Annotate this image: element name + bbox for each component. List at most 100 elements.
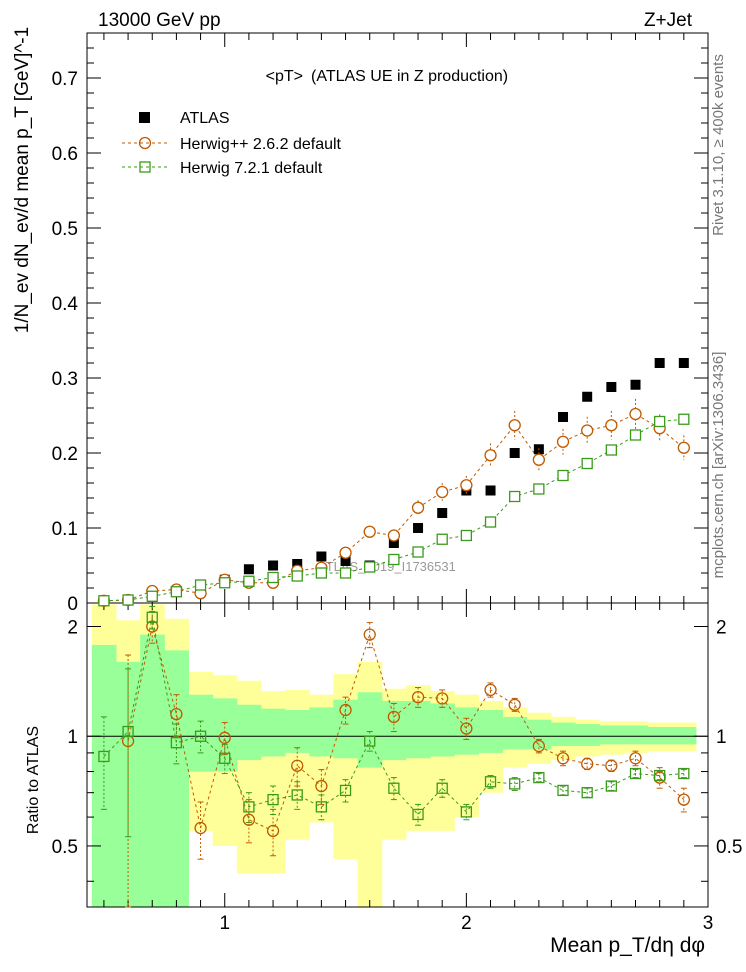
ratio-band-inner [285,710,310,753]
ratio-band-inner [140,634,165,907]
ratio-herwig7-point [146,611,158,623]
herwig7-point [654,415,666,428]
legend: ATLAS Herwig++ 2.6.2 default Herwig 7.2.… [122,110,342,177]
atlas-point [509,448,520,458]
legend-herwig7-label: Herwig 7.2.1 default [180,160,323,177]
main-y-tick-label: 0.7 [52,69,78,90]
herwig7-point [315,567,328,579]
ratio-herwigpp-point [218,731,231,744]
x-axis-label: Mean p_T/dη dφ [550,934,705,957]
ratio-herwigpp-point [387,710,401,724]
ratio-herwig7-point [388,782,400,794]
main-y-axis-label: 1/N_ev dN_ev/d mean p_T [GeV]^-1 [12,27,33,333]
ratio-y-tick-label-right: 1 [716,727,727,748]
herwig7-point [557,469,569,482]
ratio-herwig7-point [243,801,255,813]
ratio-band-inner [188,694,214,772]
ratio-herwigpp-point [581,757,594,770]
herwigpp-point [556,435,570,448]
ratio-band-inner [671,726,697,745]
ratio-herwigpp-point [460,722,473,735]
ratio-herwig7-point [98,750,110,763]
ratio-herwig7-point [533,771,545,784]
main-y-tick-label: 0.6 [52,144,78,165]
ratio-band-inner [381,700,407,761]
legend-atlas-marker [139,112,150,123]
ratio-band-inner [430,703,455,757]
ratio-band-inner [91,644,117,907]
herwigpp-point [363,525,376,538]
ratio-y-tick-label: 1 [67,727,78,748]
x-tick-label: 2 [461,913,472,934]
ratio-band-inner [599,725,624,745]
atlas-point [316,551,327,562]
herwig7-point [339,567,352,579]
herwigpp-point [387,529,401,542]
ratio-band-inner [309,707,334,757]
ratio-band-inner [260,708,286,757]
ratio-herwig7-point [629,767,642,780]
plot-subtitle: (ATLAS UE in Z production) [311,68,508,85]
ratio-herwigpp-point [677,793,690,806]
main-y-tick-label: 0.2 [52,444,78,465]
ratio-herwigpp-point [508,698,521,711]
herwig7-point [219,577,231,589]
main-y-tick-label: 0.1 [52,519,78,540]
herwig7-point [267,571,279,584]
herwig7-point [412,546,424,558]
ratio-herwigpp-point [484,683,497,697]
x-tick-label: 3 [703,913,714,934]
ratio-band-inner [236,704,262,761]
legend-herwig7-marker [139,161,151,173]
atlas-point [292,559,303,569]
ratio-herwig7-point [315,801,328,813]
ratio-band-inner [164,650,189,907]
herwig7-point [98,595,110,607]
ratio-herwig7-point [678,767,690,780]
side-label-top: Rivet 3.1.10, ≥ 400k events [710,54,727,236]
ratio-y-tick-label-right: 2 [716,617,727,638]
herwigpp-point [581,424,594,437]
main-y-tick-label: 0.3 [52,369,78,390]
main-y-tick-label: 0.5 [52,219,78,240]
atlas-point [413,523,424,533]
herwig7-point [484,516,497,528]
herwig7-point [388,553,400,566]
ratio-herwigpp-point [121,734,135,748]
ratio-herwigpp-point [146,620,159,633]
herwigpp-point [484,449,497,462]
herwig7-point [533,483,545,495]
ratio-herwig7-point [170,737,183,749]
atlas-point [678,358,689,368]
ratio-herwig7-point [605,780,617,792]
atlas-point [485,485,496,496]
ratio-herwig7-point [484,776,497,788]
herwig7-point [678,413,690,425]
ratio-band-inner [575,724,600,747]
process-label: Z+Jet [644,10,693,31]
ratio-herwigpp-point [170,707,183,721]
herwigpp-point [532,453,546,466]
atlas-point [654,358,665,368]
ratio-y-tick-label-right: 0.5 [716,837,742,858]
ratio-herwig7-point [654,769,666,782]
atlas-point [388,538,399,548]
herwig7-point [581,457,593,470]
herwig7-point [243,575,255,587]
atlas-point [340,556,351,566]
herwigpp-point [436,485,449,499]
ratio-herwig7-point [364,735,376,747]
herwig7-point [629,429,642,441]
ratio-herwigpp-point [291,759,304,772]
ratio-herwig7-point [436,782,448,794]
legend-herwigpp-marker [138,136,152,150]
ratio-band-inner [623,725,649,745]
main-y-tick-label: 0 [67,594,78,615]
watermark: ATLAS_2019_I1736531 [318,559,456,574]
ratio-band-inner [550,722,576,747]
main-y-tick-label: 0.4 [52,294,79,315]
ratio-herwig7-point [219,752,231,764]
ratio-band-inner [357,692,383,768]
ratio-herwig7-point [194,730,207,742]
